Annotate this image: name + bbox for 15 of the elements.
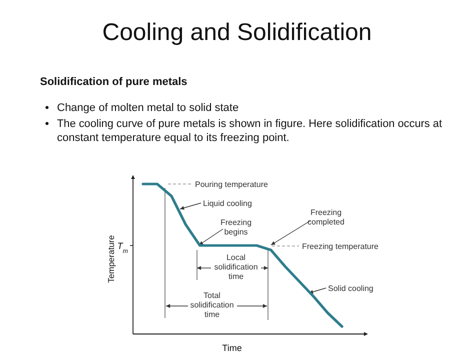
annotation: Total solidification time [190, 291, 234, 319]
annotation: Solid cooling [328, 284, 374, 293]
annotation: Freezing completed [308, 208, 344, 226]
chart-subtitle: Solidification of pure metals [40, 76, 188, 88]
annotation: Pouring temperature [195, 180, 268, 189]
y-axis-title: Temperature [106, 234, 116, 283]
annotation: Freezing begins [220, 218, 252, 236]
x-axis-title: Time [222, 343, 242, 353]
chart-title: Cooling and Solidification [102, 19, 372, 46]
annotation: Local solidification time [214, 253, 258, 281]
annotation: Freezing temperature [302, 242, 380, 251]
text: T$_{m}$ [117, 241, 128, 254]
annotation: Liquid cooling [203, 199, 252, 208]
text: The cooling curve of pure metals is shown in figure. Here solidification occurs at constant temperature equal to its freezing point. [57, 118, 446, 144]
text: Change of molten metal to solid state [57, 102, 239, 114]
